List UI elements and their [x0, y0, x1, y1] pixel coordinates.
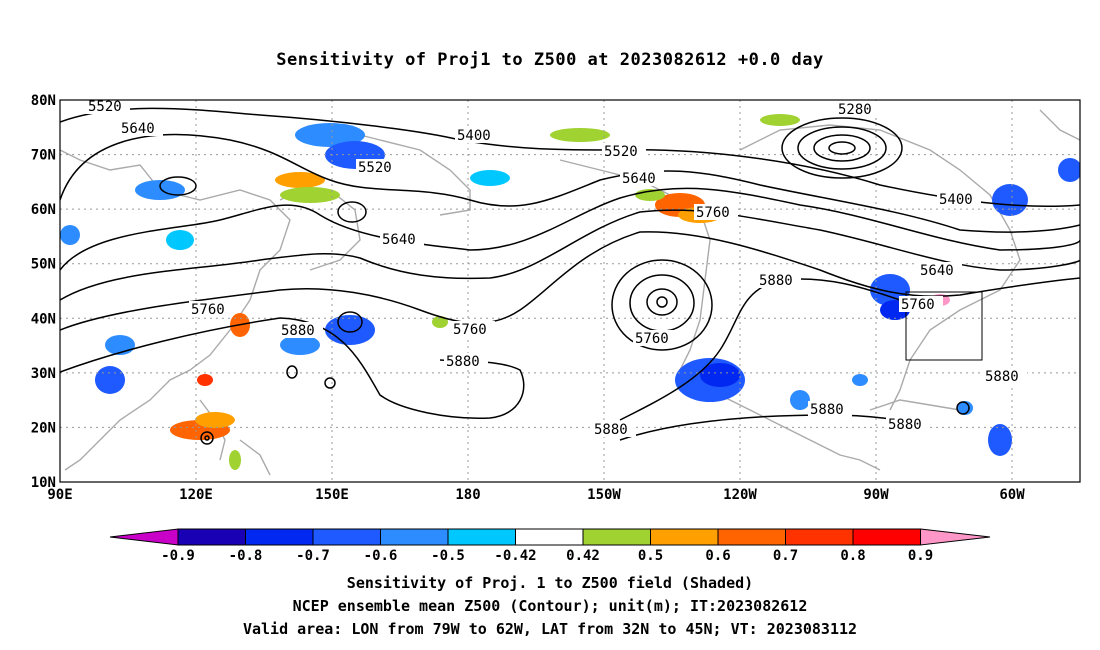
colorbar-swatch	[312, 528, 381, 546]
lat-label: 20N	[31, 420, 56, 436]
valid-area-box	[905, 291, 983, 361]
colorbar-tick-label: -0.8	[229, 548, 263, 564]
lon-axis: 90E 120E 150E 180 150W 120W 90W 60W	[47, 487, 1025, 503]
lon-label: 180	[455, 487, 480, 503]
colorbar-tick-label: 0.6	[705, 548, 730, 564]
contour-label: 5880	[281, 323, 315, 339]
contour-label: 5880	[985, 369, 1019, 385]
contour-label: 5280	[838, 102, 872, 118]
colorbar-tick-label: 0.7	[773, 548, 798, 564]
colorbar-swatch	[920, 528, 991, 546]
contour-label: 5880	[759, 273, 793, 289]
contour-label: 5760	[635, 331, 669, 347]
contour-label: 5760	[453, 322, 487, 338]
lat-label: 60N	[31, 202, 56, 218]
colorbar-swatch	[582, 528, 651, 546]
lon-label: 120W	[723, 487, 757, 503]
lat-label: 10N	[31, 475, 56, 491]
colorbar-swatch	[447, 528, 516, 546]
footer-line-1: Sensitivity of Proj. 1 to Z500 field (Sh…	[346, 574, 754, 592]
contour-label: 5880	[594, 422, 628, 438]
contour-label: 5400	[457, 128, 491, 144]
colorbar-swatch	[380, 528, 449, 546]
colorbar-tick-label: -0.6	[364, 548, 398, 564]
colorbar: -0.9 -0.8 -0.7 -0.6 -0.5 -0.42 0.42 0.5 …	[109, 528, 991, 564]
contour-label: 5520	[88, 99, 122, 115]
lon-label: 90E	[47, 487, 72, 503]
z500-contours	[60, 107, 1080, 445]
contour-label: 5880	[888, 417, 922, 433]
colorbar-tick-label: 0.8	[840, 548, 865, 564]
lat-label: 50N	[31, 257, 56, 273]
colorbar-tick-label: -0.7	[296, 548, 330, 564]
contour-label: 5640	[382, 232, 416, 248]
colorbar-swatch	[177, 528, 246, 546]
contour-label: 5520	[358, 160, 392, 176]
colorbar-swatch	[717, 528, 786, 546]
colorbar-swatch	[650, 528, 719, 546]
map-title: Sensitivity of Proj1 to Z500 at 20230826…	[276, 50, 824, 70]
colorbar-tick-label: -0.42	[494, 548, 536, 564]
colorbar-swatch	[785, 528, 854, 546]
colorbar-tick-label: 0.42	[566, 548, 600, 564]
contour-label: 5520	[604, 144, 638, 160]
contour-label: 5760	[696, 205, 730, 221]
contour-label: 5400	[939, 192, 973, 208]
colorbar-tick-label: -0.5	[431, 548, 465, 564]
lat-label: 40N	[31, 311, 56, 327]
contour-label: 5640	[622, 171, 656, 187]
colorbar-tick-label: -0.9	[161, 548, 195, 564]
contour-label: 5760	[901, 297, 935, 313]
colorbar-swatch	[245, 528, 314, 546]
colorbar-tick-label: 0.5	[638, 548, 663, 564]
lat-label: 30N	[31, 366, 56, 382]
coastlines	[60, 109, 1080, 476]
lon-label: 90W	[863, 487, 889, 503]
colorbar-swatch	[852, 528, 921, 546]
lat-axis: 80N 70N 60N 50N 40N 30N 20N 10N	[31, 93, 56, 491]
contour-label: 5880	[446, 354, 480, 370]
colorbar-swatch	[109, 528, 179, 546]
lon-label: 60W	[999, 487, 1025, 503]
contour-labels: 5520 5640 5400 5520 5520 5280 5640 5760 …	[86, 98, 1027, 438]
lon-label: 150W	[587, 487, 621, 503]
colorbar-tick-label: 0.9	[908, 548, 933, 564]
footer-line-2: NCEP ensemble mean Z500 (Contour); unit(…	[292, 597, 808, 615]
contour-label: 5640	[920, 263, 954, 279]
contour-label: 5760	[191, 302, 225, 318]
contour-label: 5640	[121, 121, 155, 137]
lat-label: 70N	[31, 148, 56, 164]
contour-label: 5880	[810, 402, 844, 418]
lat-label: 80N	[31, 93, 56, 109]
colorbar-swatch	[515, 528, 584, 546]
lon-label: 120E	[179, 487, 213, 503]
plot-frame	[59, 99, 1081, 483]
lon-label: 150E	[315, 487, 349, 503]
footer-line-3: Valid area: LON from 79W to 62W, LAT fro…	[242, 620, 858, 638]
